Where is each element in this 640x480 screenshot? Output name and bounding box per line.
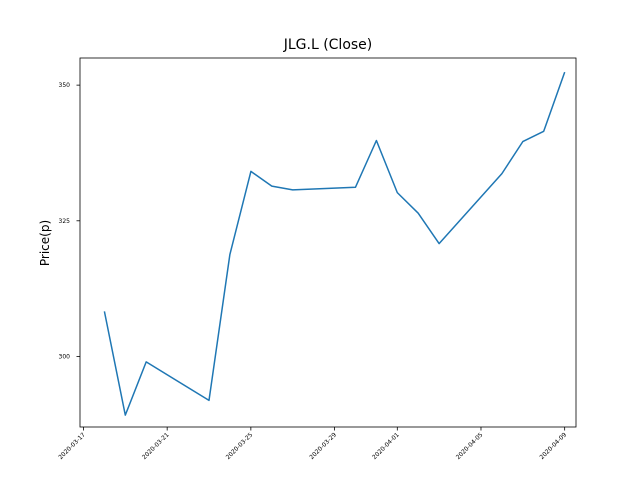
y-tick-label: 300 bbox=[59, 353, 71, 360]
axis-ticks: 2020-03-17 2020-03-21 2020-03-25 2020-03-29… bbox=[57, 82, 568, 461]
x-tick-label: 2020-04-01 bbox=[371, 431, 401, 461]
x-tick-label: 2020-03-21 bbox=[141, 431, 171, 461]
chart-title: JLG.L (Close) bbox=[283, 37, 373, 53]
series-line bbox=[103, 71, 566, 416]
x-tick-label: 2020-03-17 bbox=[57, 431, 87, 461]
y-axis-label: Price(p) bbox=[38, 220, 52, 266]
x-tick-label: 2020-04-05 bbox=[455, 431, 485, 461]
x-tick-label: 2020-04-09 bbox=[538, 431, 568, 461]
plot-frame bbox=[79, 57, 577, 428]
x-tick-label: 2020-03-25 bbox=[225, 431, 255, 461]
x-tick-label: 2020-03-29 bbox=[308, 431, 338, 461]
y-tick-label: 350 bbox=[59, 82, 71, 89]
y-tick-label: 325 bbox=[59, 218, 71, 225]
